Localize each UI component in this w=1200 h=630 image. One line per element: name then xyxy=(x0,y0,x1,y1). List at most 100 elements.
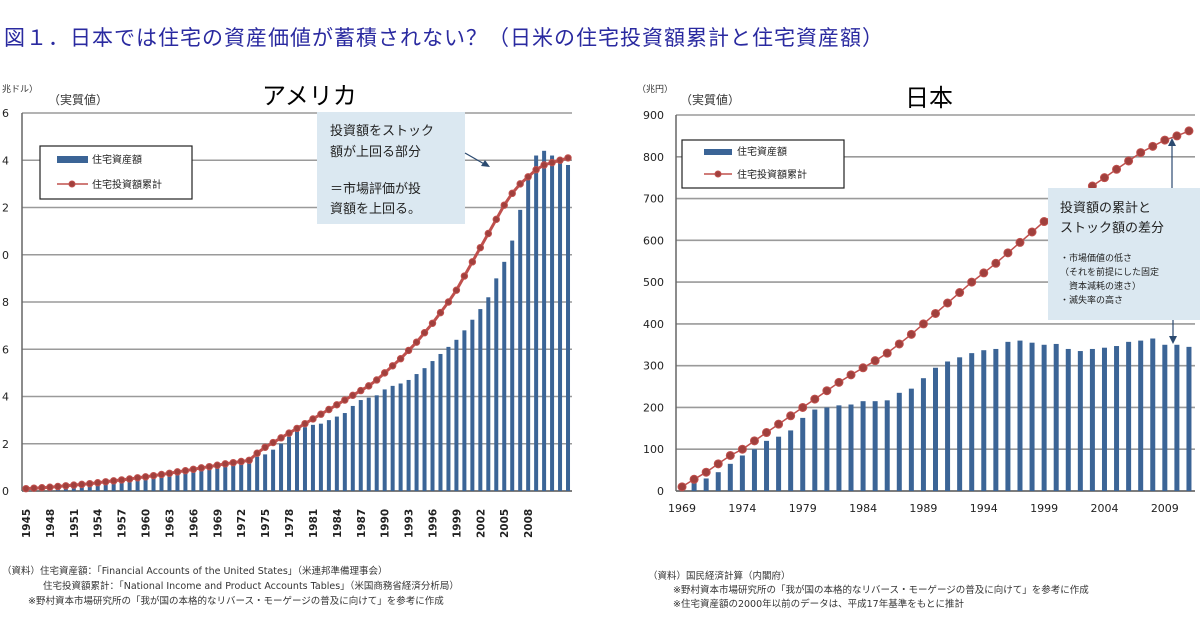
line-marker xyxy=(404,346,413,355)
us-legend: 住宅資産額 住宅投資額累計 xyxy=(39,145,193,200)
line-marker xyxy=(380,369,389,377)
bar xyxy=(462,330,467,491)
bar xyxy=(175,472,180,491)
us-unit-label: 兆ドル） xyxy=(2,84,38,95)
line-marker xyxy=(548,158,556,167)
line-marker xyxy=(285,429,293,437)
bar xyxy=(239,461,244,491)
bar xyxy=(860,401,866,491)
bar xyxy=(908,388,914,491)
jp-annotation-arrowhead-up xyxy=(1168,138,1176,146)
bar xyxy=(1053,343,1059,491)
bar xyxy=(836,405,842,491)
us-source-line-3: ※野村資本市場研究所の「我が国の本格的なリバース・モーゲージの普及に向けて」を参… xyxy=(28,596,444,607)
line-marker xyxy=(253,449,261,457)
line-marker xyxy=(1027,227,1037,237)
line-marker xyxy=(858,363,868,373)
us-annotation: 投資額をストック 額が上回る部分 ＝市場評価が投 資額を上回る。 xyxy=(317,112,490,224)
bar xyxy=(727,463,733,491)
x-tick-label: 1981 xyxy=(308,509,320,538)
bar xyxy=(1101,347,1107,491)
line-marker xyxy=(1015,237,1025,247)
bar xyxy=(486,297,491,491)
jp-unit-label: （兆円） xyxy=(637,84,673,95)
line-marker xyxy=(564,154,572,162)
line-marker xyxy=(786,411,796,421)
line-marker xyxy=(1003,248,1013,258)
jp-note: （実質値） xyxy=(680,92,740,107)
line-marker xyxy=(412,338,421,346)
line-marker xyxy=(810,394,820,404)
line-marker xyxy=(101,478,110,486)
x-tick-label: 1966 xyxy=(188,509,200,538)
line-marker xyxy=(540,161,548,169)
line-marker xyxy=(516,180,524,188)
line-marker xyxy=(237,457,245,466)
bar xyxy=(271,449,276,491)
x-tick-label: 1975 xyxy=(260,509,272,538)
line-marker xyxy=(269,438,277,447)
bar xyxy=(342,413,347,491)
line-marker xyxy=(1148,141,1158,151)
bar xyxy=(295,430,299,491)
line-marker xyxy=(943,298,953,308)
line-marker xyxy=(141,473,150,481)
bar xyxy=(127,478,132,491)
line-marker xyxy=(62,482,70,490)
line-marker xyxy=(798,402,808,412)
line-marker xyxy=(349,391,357,400)
bar xyxy=(398,383,403,491)
bar xyxy=(776,436,782,491)
bar xyxy=(957,357,963,491)
x-tick-label: 2005 xyxy=(499,509,511,538)
line-marker xyxy=(1136,148,1146,158)
bar xyxy=(279,443,284,491)
x-tick-label: 1999 xyxy=(451,509,463,538)
bar xyxy=(350,405,355,491)
bar xyxy=(1065,348,1071,491)
line-marker xyxy=(689,474,699,484)
bar xyxy=(715,472,721,491)
x-tick-label: 1951 xyxy=(69,509,81,538)
bar xyxy=(703,478,709,491)
bar xyxy=(167,473,172,491)
bar xyxy=(470,319,475,491)
bar xyxy=(812,409,818,491)
bar xyxy=(103,480,108,491)
line-marker xyxy=(882,348,892,358)
x-tick-label: 1984 xyxy=(849,502,877,515)
bar xyxy=(920,378,926,491)
line-marker xyxy=(396,355,405,363)
jp-legend-box xyxy=(681,139,845,189)
line-marker xyxy=(532,166,540,174)
bar xyxy=(510,240,515,491)
bar xyxy=(558,160,563,491)
jp-source-line-2: ※野村資本市場研究所の「我が国の本格的なリバース・モーゲージの普及に向けて」を参… xyxy=(673,585,1089,596)
x-tick-label: 1945 xyxy=(21,509,33,538)
bar xyxy=(287,436,292,491)
line-marker xyxy=(1099,173,1109,183)
bar xyxy=(438,353,443,491)
bar xyxy=(566,164,571,491)
x-tick-label: 1974 xyxy=(728,502,756,515)
us-annotation-arrowhead xyxy=(481,160,490,167)
bar xyxy=(159,474,164,491)
line-marker xyxy=(133,474,142,482)
bar xyxy=(751,449,757,491)
line-marker xyxy=(725,450,735,460)
line-marker xyxy=(979,268,989,278)
jp-annotation: 投資額の累計と ストック額の差分 ・市場価値の低さ （それを前提にした固定 資本… xyxy=(1048,138,1200,344)
line-marker xyxy=(822,386,832,396)
x-tick-label: 1978 xyxy=(284,509,296,538)
us-note: （実質値） xyxy=(48,92,108,107)
y-tick-label: 0 xyxy=(2,485,9,498)
line-marker xyxy=(420,329,429,337)
us-legend-marker xyxy=(68,180,76,188)
jp-chart: （兆円） （実質値） 日本 1969 1974 1979 1984 1989 1994 19… xyxy=(637,84,1200,515)
line-marker xyxy=(325,405,333,414)
bar xyxy=(1029,342,1035,491)
line-marker xyxy=(165,469,174,477)
y-tick-label: 800 xyxy=(643,151,664,164)
bar xyxy=(1174,344,1180,491)
bar xyxy=(764,440,770,491)
